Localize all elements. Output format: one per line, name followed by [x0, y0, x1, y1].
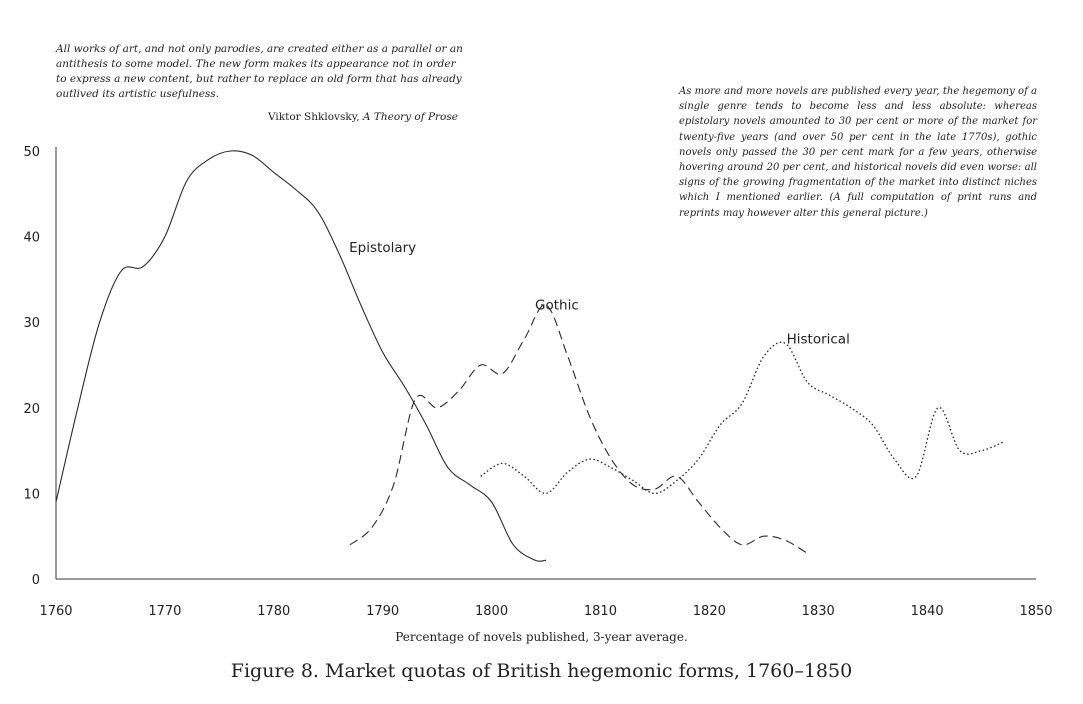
- y-tick-label: 0: [32, 573, 40, 588]
- chart-ticks: 1760 1770 1780 1790 1800 1810 1820 1830 1840 1850…: [23, 145, 1052, 619]
- x-tick-label: 1820: [693, 604, 726, 619]
- series-label-gothic: Gothic: [535, 297, 579, 313]
- x-tick-label: 1780: [257, 604, 290, 619]
- y-tick-label: 30: [23, 316, 40, 331]
- figure-caption: Figure 8. Market quotas of British hegem…: [230, 660, 853, 682]
- x-tick-label: 1840: [911, 604, 944, 619]
- epigraph-book-title: A Theory of Prose: [362, 111, 458, 123]
- series-line-gothic: [349, 304, 808, 554]
- chart-series-labels: Epistolary Gothic Historical: [349, 240, 850, 348]
- series-label-epistolary: Epistolary: [349, 240, 416, 256]
- chart-note: As more and more novels are published ev…: [679, 86, 1037, 219]
- epigraph-attribution: Viktor Shklovsky, A Theory of Prose: [56, 111, 458, 123]
- y-tick-label: 50: [23, 145, 40, 160]
- x-tick-label: 1810: [584, 604, 617, 619]
- x-axis-label: Percentage of novels published, 3-year a…: [395, 630, 688, 644]
- x-tick-label: 1770: [148, 604, 181, 619]
- epigraph-quote: All works of art, and not only parodies,…: [56, 43, 463, 100]
- series-line-epistolary: [55, 150, 547, 562]
- chart-axes: [55, 147, 1036, 580]
- x-tick-label: 1760: [39, 604, 72, 619]
- y-tick-label: 20: [23, 402, 40, 417]
- epigraph-author: Viktor Shklovsky,: [268, 111, 363, 123]
- y-tick-label: 40: [23, 231, 40, 246]
- series-line-historical: [480, 341, 1004, 495]
- series-label-historical: Historical: [787, 332, 850, 348]
- x-tick-label: 1790: [366, 604, 399, 619]
- x-tick-label: 1850: [1019, 604, 1052, 619]
- chart-series: [55, 150, 1004, 562]
- y-tick-label: 10: [23, 487, 40, 502]
- x-tick-label: 1830: [802, 604, 835, 619]
- x-tick-label: 1800: [475, 604, 508, 619]
